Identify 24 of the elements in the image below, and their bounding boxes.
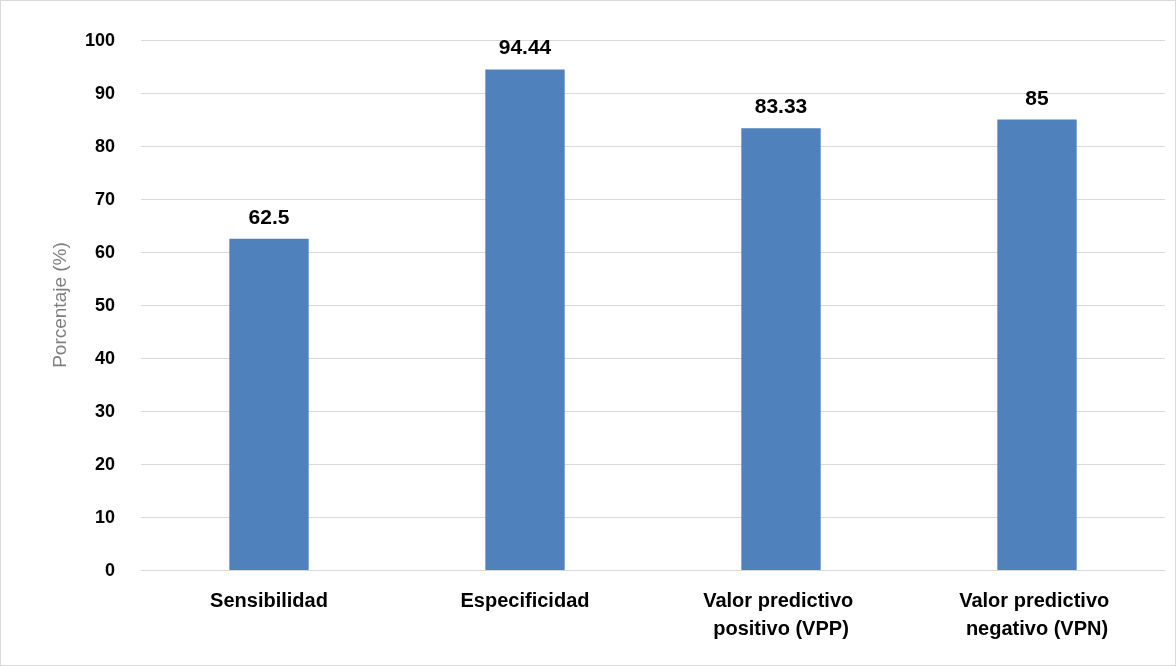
- y-tick-label: 0: [104, 560, 115, 580]
- y-tick-label: 20: [94, 454, 115, 474]
- y-tick-label: 30: [94, 401, 115, 421]
- y-axis-title: Porcentaje (%): [49, 242, 70, 368]
- bar: [741, 128, 821, 570]
- y-tick-label: 60: [94, 242, 115, 262]
- x-tick-label: Valor predictivo negativo (VPN): [959, 589, 1115, 639]
- y-tick-label: 40: [94, 348, 115, 368]
- x-tick-label: Valor predictivo positivo (VPP): [703, 589, 859, 639]
- bar: [229, 238, 309, 570]
- x-tick-label: Especificidad: [460, 589, 590, 611]
- bar: [485, 69, 565, 570]
- x-tick-label: Sensibilidad: [210, 589, 328, 611]
- y-tick-label: 80: [94, 136, 115, 156]
- y-tick-label: 10: [94, 507, 115, 527]
- data-label: 83.33: [754, 94, 808, 118]
- data-label: 85: [1025, 85, 1049, 109]
- y-tick-label: 70: [94, 189, 115, 209]
- data-label: 62.5: [248, 204, 290, 228]
- y-tick-label: 50: [94, 295, 115, 315]
- bar: [997, 119, 1077, 570]
- y-tick-label: 90: [94, 83, 115, 103]
- data-label: 94.44: [498, 35, 552, 59]
- y-tick-label: 100: [84, 30, 115, 50]
